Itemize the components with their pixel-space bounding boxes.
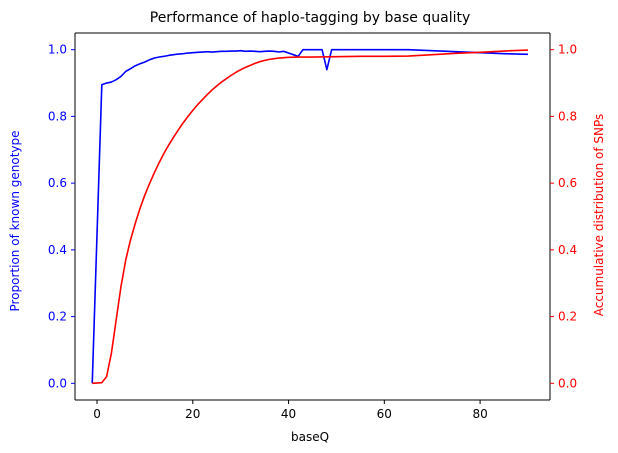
y-axis-label-left: Proportion of known genotype xyxy=(8,131,22,312)
y-tick-label-right: 0.6 xyxy=(558,176,577,190)
x-tick-label: 40 xyxy=(281,407,296,421)
y-tick-label-left: 0.0 xyxy=(48,376,67,390)
x-tick-label: 0 xyxy=(93,407,101,421)
series-line-right xyxy=(92,49,529,385)
x-tick-label: 80 xyxy=(472,407,487,421)
y-tick-label-left: 0.2 xyxy=(48,310,67,324)
y-axis-label-right: Accumulative distribution of SNPs xyxy=(592,114,606,317)
y-tick-label-left: 0.4 xyxy=(48,243,67,257)
x-axis-label: baseQ xyxy=(291,430,329,444)
y-tick-label-right: 0.0 xyxy=(558,376,577,390)
y-tick-label-left: 1.0 xyxy=(48,43,67,57)
x-tick-label: 60 xyxy=(377,407,392,421)
series-layer xyxy=(91,48,529,385)
axes-layer: 0 20 40 60 80 0.0 0.2 0.4 0.6 0.8 1.0 0.0 0.2 0.4 0.6 0… xyxy=(48,32,577,421)
x-tick-label: 20 xyxy=(185,407,200,421)
plot-background xyxy=(75,33,550,400)
y-tick-label-right: 0.8 xyxy=(558,109,577,123)
chart-title: Performance of haplo-tagging by base qua… xyxy=(150,10,471,26)
y-tick-label-right: 1.0 xyxy=(558,43,577,57)
y-tick-label-left: 0.6 xyxy=(48,176,67,190)
y-tick-label-right: 0.2 xyxy=(558,310,577,324)
plot-area xyxy=(75,33,550,400)
series-line-left xyxy=(91,48,528,384)
y-tick-label-left: 0.8 xyxy=(48,109,67,123)
y-tick-label-right: 0.4 xyxy=(558,243,577,257)
